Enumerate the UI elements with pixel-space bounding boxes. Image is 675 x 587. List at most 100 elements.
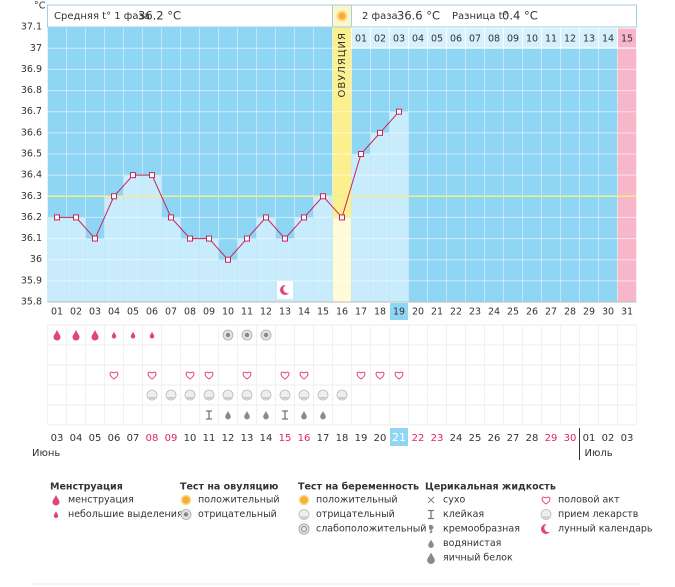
symbol (320, 411, 326, 420)
date-label: 02 (602, 433, 615, 444)
temperature-point (301, 214, 307, 221)
legend-item: менструация (68, 495, 134, 506)
symbol (206, 410, 212, 420)
symbol (149, 331, 155, 339)
legend-item: лунный календарь (558, 524, 653, 535)
symbol (301, 411, 307, 420)
ovulation-label: ОВУЛЯЦИЯ (337, 32, 348, 98)
x-tick-label: 31 (621, 307, 633, 318)
bar (313, 195, 333, 303)
drop (91, 330, 99, 341)
symbol (317, 389, 329, 401)
symbol (146, 389, 158, 401)
phase2-day: 07 (469, 34, 481, 45)
phase2-day: 08 (488, 34, 500, 45)
date-label: 25 (469, 433, 482, 444)
symbol (260, 329, 272, 341)
date-label: 04 (70, 433, 83, 444)
symbol (147, 371, 157, 380)
temperature-point (149, 172, 155, 179)
symbol (52, 495, 60, 506)
symbol (541, 523, 553, 534)
date-label: 22 (412, 433, 425, 444)
date-label: 28 (526, 433, 539, 444)
bar (389, 111, 409, 303)
bar (237, 238, 257, 303)
x-tick-label: 09 (203, 307, 215, 318)
y-tick-label: 36.8 (21, 85, 42, 96)
date-label: 16 (298, 433, 311, 444)
moon-cut (283, 284, 292, 294)
shade (300, 397, 308, 399)
dot (263, 332, 269, 338)
temperature-point (320, 193, 326, 200)
legend-item: положительный (316, 495, 398, 506)
symbol (225, 411, 231, 420)
x-tick-label: 17 (355, 307, 367, 318)
drop (72, 330, 80, 341)
date-label: 12 (222, 433, 235, 444)
symbol (298, 494, 310, 506)
x-tick-label: 28 (564, 307, 576, 318)
symbol (180, 509, 192, 520)
shade (205, 397, 213, 399)
ovulation-sun (336, 10, 348, 22)
y-tick-label: 36.3 (21, 191, 42, 202)
x-tick-label: 26 (526, 307, 538, 318)
heart (147, 371, 157, 380)
drop (428, 539, 434, 548)
phase2-day: 05 (431, 34, 443, 45)
symbol (130, 331, 136, 339)
phase1-label: Средняя t° 1 фаза (54, 11, 150, 22)
y-tick-label: 36.7 (21, 106, 42, 117)
symbol (356, 371, 366, 380)
shade (319, 397, 327, 399)
symbol (241, 329, 253, 341)
x-tick-label: 10 (222, 307, 234, 318)
x-tick-label: 20 (412, 307, 424, 318)
date-label: 29 (545, 433, 558, 444)
legend-item: прием лекарств (558, 509, 639, 520)
shade (148, 397, 156, 399)
phase2-day: 14 (602, 34, 614, 45)
date-label: 30 (564, 433, 577, 444)
phase2-value: 36.6 °C (397, 9, 440, 23)
phase2-day: 12 (564, 34, 576, 45)
symbol (165, 389, 177, 401)
y-tick-label: 36.1 (21, 233, 42, 244)
symbol (185, 371, 195, 380)
month-label: Июнь (32, 448, 60, 459)
bar (180, 238, 200, 303)
date-label: 03 (621, 433, 634, 444)
x-tick-label: 21 (431, 307, 443, 318)
dot (244, 332, 250, 338)
symbol (428, 539, 434, 548)
phase2-day: 13 (583, 34, 595, 45)
legend-title: Церикальная жидкость (425, 482, 556, 493)
circle (298, 494, 310, 506)
symbol (298, 509, 310, 520)
diff-label: Разница t° (452, 11, 508, 22)
symbol (280, 284, 292, 295)
shade (186, 397, 194, 399)
date-label: 05 (89, 433, 102, 444)
heart (204, 371, 214, 380)
x-tick-label: 12 (260, 307, 272, 318)
heart (299, 371, 309, 380)
x-tick-label: 08 (184, 307, 196, 318)
temperature-point (263, 214, 269, 221)
y-tick-label: 37 (30, 43, 42, 54)
date-label: 19 (355, 433, 368, 444)
phase2-day: 06 (450, 34, 462, 45)
date-label: 13 (241, 433, 254, 444)
legend-title: Тест на овуляцию (180, 482, 278, 493)
symbol (109, 371, 119, 380)
legend-item: яичный белок (443, 553, 513, 564)
symbol (263, 411, 269, 420)
symbol (53, 330, 61, 341)
phase1-value: 36.2 °C (138, 9, 181, 23)
drop (244, 411, 250, 420)
x-tick-label: 02 (70, 307, 82, 318)
date-label: 17 (317, 433, 330, 444)
x-tick-label: 07 (165, 307, 177, 318)
